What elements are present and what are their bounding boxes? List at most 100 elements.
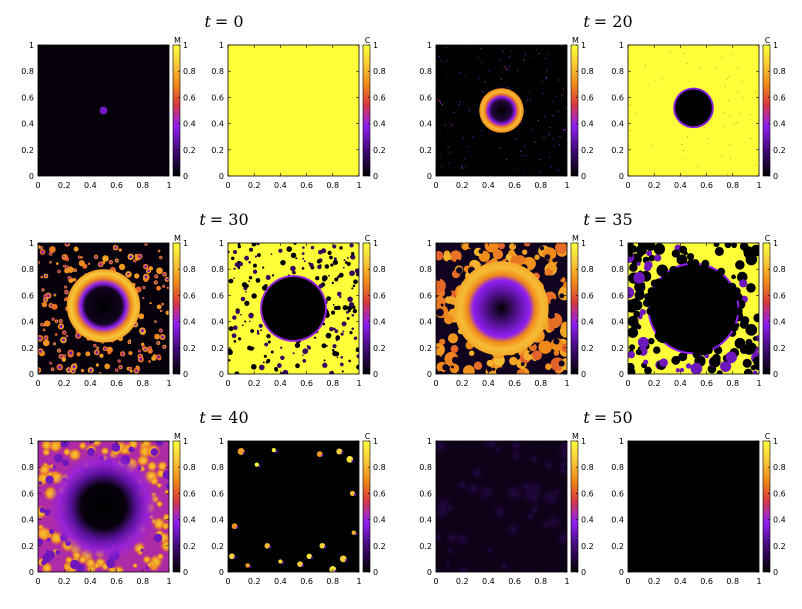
droplet bbox=[49, 246, 56, 253]
gap bbox=[437, 371, 444, 374]
void bbox=[648, 254, 656, 262]
y-tick-label: 1 bbox=[219, 437, 224, 446]
pore bbox=[349, 331, 353, 335]
x-tick-label: 0.6 bbox=[300, 181, 313, 190]
faint-patch bbox=[540, 487, 562, 508]
y-tick-label: 0.2 bbox=[21, 344, 34, 353]
speck bbox=[524, 53, 526, 55]
void bbox=[636, 289, 645, 298]
colorbar-tick-label: 0.6 bbox=[373, 93, 386, 102]
void bbox=[685, 363, 692, 369]
faint-patch bbox=[456, 564, 470, 572]
faint-patch bbox=[498, 560, 510, 572]
speck bbox=[436, 84, 438, 86]
y-tick-label: 0.2 bbox=[211, 344, 224, 353]
heatmap-area bbox=[628, 45, 759, 176]
droplet-core bbox=[143, 286, 145, 289]
faint-patch bbox=[542, 458, 555, 472]
droplet-core bbox=[115, 259, 118, 262]
colorbar-tick-label: 0.2 bbox=[581, 542, 594, 551]
droplet-core bbox=[161, 335, 164, 339]
droplet-core bbox=[43, 329, 45, 331]
void bbox=[628, 362, 635, 372]
speck bbox=[526, 99, 529, 101]
pore bbox=[316, 259, 321, 264]
pore bbox=[240, 313, 242, 316]
void bbox=[724, 243, 732, 249]
colorbar-tick-label: 0.4 bbox=[183, 516, 196, 525]
speck bbox=[726, 78, 728, 80]
void bbox=[743, 343, 756, 355]
dip bbox=[55, 550, 60, 555]
blob bbox=[436, 250, 444, 261]
void bbox=[743, 249, 753, 259]
blob bbox=[516, 369, 526, 374]
speck bbox=[728, 76, 730, 78]
dip bbox=[39, 507, 46, 513]
colorbar-tick-label: 0.6 bbox=[773, 291, 786, 300]
gap bbox=[564, 370, 567, 374]
blob bbox=[436, 278, 446, 293]
speck bbox=[661, 77, 663, 79]
droplet-core bbox=[128, 368, 131, 370]
blob bbox=[555, 243, 567, 254]
droplet-core bbox=[139, 358, 143, 361]
pore bbox=[258, 364, 265, 371]
blob bbox=[449, 250, 462, 263]
y-tick-label: 1 bbox=[219, 239, 224, 248]
gap bbox=[444, 289, 452, 297]
colorbar bbox=[172, 242, 181, 375]
speck bbox=[523, 59, 525, 61]
speck bbox=[463, 158, 466, 160]
void bbox=[701, 259, 710, 268]
x-tick-label: 0 bbox=[35, 577, 40, 586]
y-tick-label: 0.6 bbox=[419, 93, 432, 102]
void bbox=[653, 346, 661, 354]
droplet-core bbox=[38, 349, 42, 353]
void bbox=[731, 274, 736, 280]
faint-patch bbox=[436, 531, 444, 543]
blob bbox=[563, 281, 567, 289]
bump bbox=[161, 521, 169, 531]
blob bbox=[548, 325, 555, 332]
x-tick-label: 0 bbox=[433, 379, 438, 388]
void bbox=[752, 370, 758, 374]
speck bbox=[697, 165, 699, 167]
speck bbox=[538, 52, 540, 55]
dip bbox=[62, 441, 70, 446]
speck bbox=[741, 81, 743, 83]
droplet-core bbox=[74, 269, 76, 272]
dip bbox=[38, 481, 42, 485]
title-value: = 40 bbox=[210, 408, 249, 427]
faint-patch bbox=[522, 489, 534, 501]
speck bbox=[561, 95, 563, 97]
droplet bbox=[138, 313, 145, 320]
speck bbox=[629, 104, 631, 106]
pore bbox=[329, 370, 335, 374]
void bbox=[752, 356, 759, 366]
y-tick-label: 0 bbox=[29, 370, 34, 379]
droplet-core bbox=[58, 270, 60, 273]
x-tick-label: 0.8 bbox=[534, 181, 547, 190]
droplet-core bbox=[63, 331, 66, 334]
droplet bbox=[85, 351, 91, 357]
pore bbox=[265, 275, 271, 280]
y-tick-label: 0 bbox=[619, 172, 624, 181]
blob bbox=[473, 361, 483, 370]
pore bbox=[263, 354, 267, 358]
speck bbox=[545, 76, 548, 78]
colorbar-tick-label: 0.8 bbox=[183, 67, 196, 76]
pore bbox=[303, 260, 306, 263]
gap bbox=[440, 303, 444, 307]
panel-C-t50: 0 0.2 0.4 0.6 0.8 1 0 0.2 0.4 0.6 0.8 1 0 0.2 0.4 0.6 0.… bbox=[583, 408, 785, 586]
faint-patch bbox=[529, 503, 541, 516]
y-tick-label: 0.2 bbox=[211, 146, 224, 155]
speck bbox=[754, 91, 756, 93]
void bbox=[734, 307, 743, 316]
y-tick-label: 0.8 bbox=[419, 265, 432, 274]
speck bbox=[445, 46, 448, 48]
colorbar bbox=[762, 242, 771, 375]
blob bbox=[558, 287, 567, 301]
gap bbox=[436, 277, 441, 281]
colorbar-tick-label: 0.4 bbox=[183, 318, 196, 327]
